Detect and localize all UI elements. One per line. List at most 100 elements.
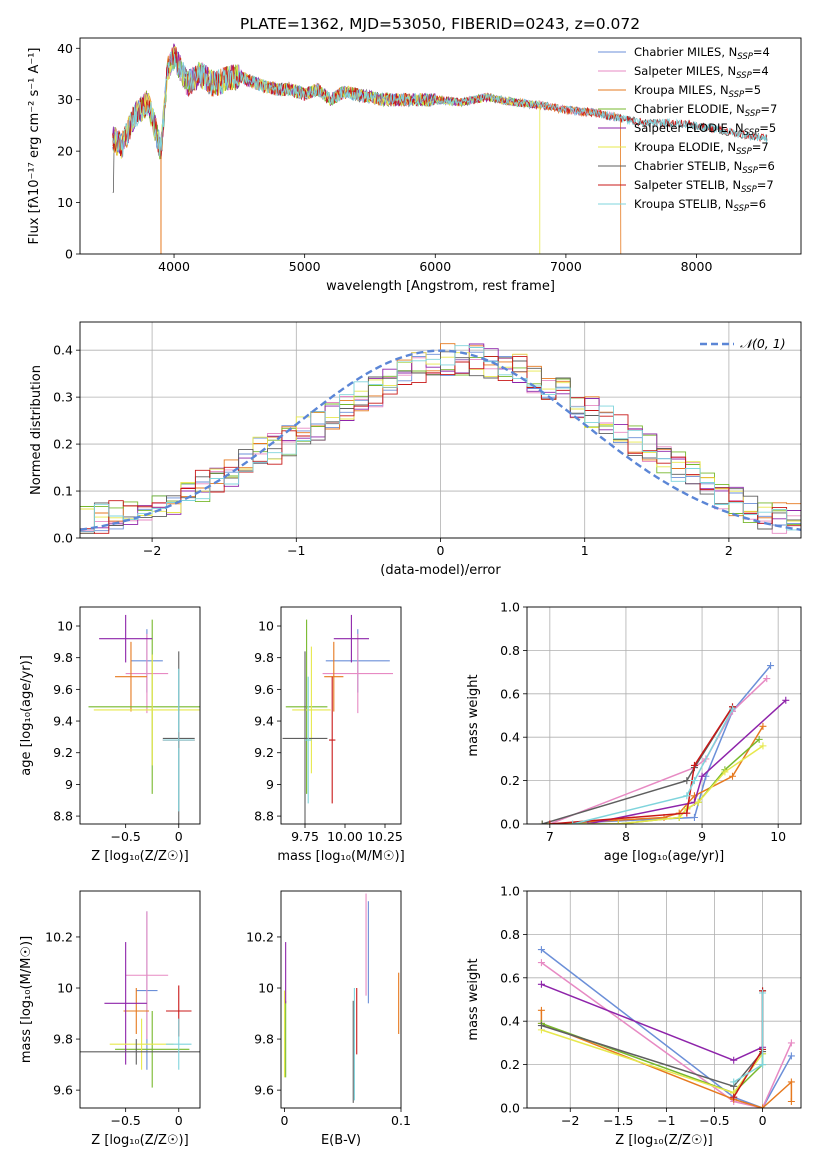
series-line-kroupa-elodie (542, 745, 764, 824)
plot-area-massweight-vs-Z (537, 946, 795, 1108)
marker-point (683, 809, 691, 817)
errorbar-point (166, 1018, 192, 1070)
axes-frame (280, 606, 402, 825)
x-axis-label: mass [log₁₀(M/M☉)] (277, 849, 404, 864)
marker-point (787, 1097, 795, 1105)
axes-frame (526, 606, 802, 825)
spectrum-line-kroupa-elodie (112, 45, 541, 254)
y-tick-label: 20 (57, 144, 73, 159)
plot-area-mass-vs-EBV (283, 893, 400, 1103)
panel-age-vs-Z: −0.5 0 8.8 9 9.2 9.4 9.6 9.8 10 Z [log₁₀(Z/Z☉)] ag… (19, 606, 201, 864)
errorbar-point (123, 988, 150, 1034)
series-line-kroupa-stelib (572, 708, 734, 824)
y-tick-label: 40 (57, 41, 73, 56)
marker-point (675, 813, 683, 821)
x-axis-label: Z [log₁₀(Z/Z☉)] (91, 1133, 188, 1148)
marker-point (537, 1006, 545, 1014)
x-tick-label: 7 (546, 829, 554, 844)
errorbar-point (109, 1018, 174, 1070)
spectrum-line-kroupa-stelib (112, 50, 768, 157)
y-tick-label: 9 (266, 777, 274, 792)
marker-point (694, 798, 702, 806)
x-tick-label: 0 (175, 1113, 183, 1128)
marker-point (759, 1061, 767, 1069)
x-tick-label: 8 (622, 829, 630, 844)
marker-point (782, 696, 790, 704)
marker-point (683, 777, 691, 785)
axes-frame (79, 890, 201, 1109)
errorbar-point (93, 654, 200, 766)
y-tick-label: 0.6 (500, 686, 520, 701)
y-axis-label: mass weight (466, 958, 481, 1040)
panel-mass-vs-EBV: 0 0.1 9.6 9.8 10 10.2 E(B-V) (246, 890, 411, 1148)
errorbar-point (329, 676, 336, 804)
y-tick-label: 10.2 (45, 929, 73, 944)
y-tick-label: 0.6 (500, 970, 520, 985)
y-tick-label: 1.0 (500, 884, 520, 899)
marker-point (759, 742, 767, 750)
x-axis-label: E(B-V) (321, 1133, 361, 1148)
marker-point (538, 820, 546, 824)
errorbar-point (80, 1039, 200, 1065)
legend-entry: Chabrier STELIB, NSSP=6 (634, 159, 775, 176)
marker-point (759, 1104, 767, 1108)
y-tick-label: 30 (57, 92, 73, 107)
x-tick-label: 1 (581, 543, 589, 558)
y-tick-label: 9.6 (254, 1083, 274, 1098)
y-tick-label: 0 (65, 247, 73, 262)
legend-entry: Kroupa ELODIE, NSSP=7 (634, 140, 769, 157)
y-axis-label: age [log₁₀(age/yr)] (19, 655, 34, 776)
x-tick-label: 10.25 (367, 829, 403, 844)
x-tick-label: 5000 (289, 259, 321, 274)
legend-entry: Chabrier ELODIE, NSSP=7 (634, 102, 777, 119)
y-tick-label: 0.0 (500, 1101, 520, 1116)
errorbar-point (115, 1010, 190, 1088)
y-tick-label: 8.8 (254, 809, 274, 824)
plot-area-massweight-vs-age (538, 662, 790, 824)
x-axis-label: (data-model)/error (380, 563, 501, 578)
marker-point (759, 989, 767, 997)
y-tick-label: 9.4 (53, 714, 73, 729)
marker-point (537, 1022, 545, 1030)
y-tick-label: 9.8 (254, 650, 274, 665)
y-tick-label: 0.4 (53, 343, 73, 358)
marker-point (787, 1052, 795, 1060)
legend-entry: 𝒩(0, 1) (740, 336, 786, 351)
marker-point (787, 1078, 795, 1086)
marker-point (767, 662, 775, 670)
legend-entry: Chabrier MILES, NSSP=4 (634, 45, 770, 62)
marker-point (690, 761, 698, 769)
marker-point (763, 675, 771, 683)
series-line-kroupa-elodie (541, 1029, 764, 1094)
y-tick-label: 10 (57, 195, 73, 210)
marker-point (721, 768, 729, 776)
errorbar-point (99, 614, 153, 663)
series-line-chabrier-miles (540, 949, 793, 1108)
y-tick-label: 9 (65, 777, 73, 792)
x-tick-label: 9.75 (291, 829, 319, 844)
x-tick-label: 10.00 (327, 829, 363, 844)
legend-entry: Kroupa MILES, NSSP=5 (634, 83, 761, 100)
marker-point (683, 792, 691, 800)
x-tick-label: −1.5 (603, 1113, 633, 1128)
legend-entry: Kroupa STELIB, NSSP=6 (634, 197, 766, 214)
panel-residuals: −2 −1 0 1 2 0.0 0.1 0.2 0.3 0.4 (data-model)/error… (29, 321, 802, 578)
marker-point (730, 1078, 738, 1086)
errorbar-point (324, 641, 344, 712)
errorbar-point (125, 633, 169, 714)
y-tick-label: 0.3 (53, 390, 73, 405)
panel-massweight-vs-age: 7 8 9 10 0.0 0.2 0.4 0.6 0.8 1.0 age [log₁₀(age/yr… (466, 600, 802, 864)
x-tick-label: 6000 (419, 259, 451, 274)
y-tick-label: 0.2 (500, 773, 520, 788)
errorbar-point (282, 651, 328, 824)
errorbar-point (115, 641, 147, 712)
x-axis-label: wavelength [Angstrom, rest frame] (326, 279, 555, 294)
y-tick-label: 9.6 (53, 1083, 73, 1098)
y-tick-label: 9.8 (53, 650, 73, 665)
y-tick-label: 9.6 (254, 682, 274, 697)
x-tick-label: −0.5 (110, 829, 140, 844)
y-axis-label: mass weight (466, 674, 481, 756)
marker-point (537, 980, 545, 988)
y-tick-label: 9.6 (53, 682, 73, 697)
errorbar-point (104, 942, 147, 1065)
